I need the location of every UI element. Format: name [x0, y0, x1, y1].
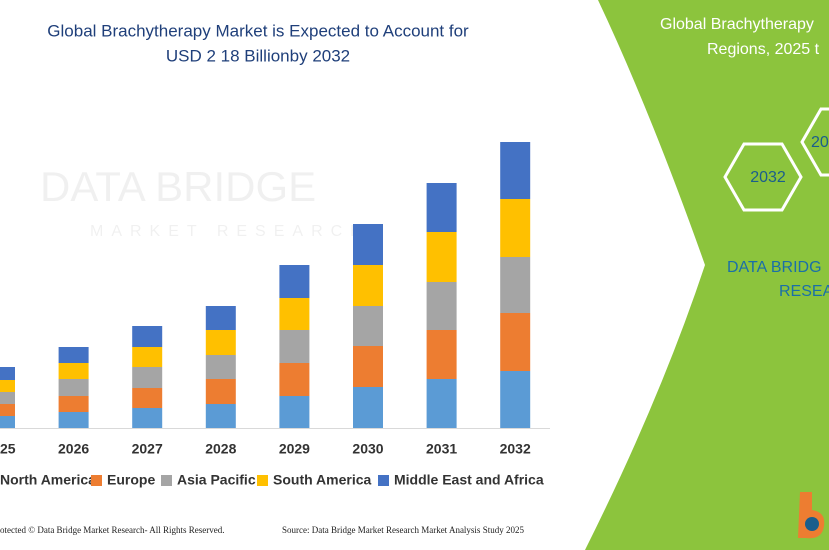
bar-segment	[279, 298, 310, 330]
legend-label: North America	[0, 472, 96, 488]
bar-segment	[205, 355, 236, 379]
hexagon-label: 20	[811, 134, 829, 151]
x-tick-label: 2029	[279, 441, 310, 457]
legend-label: Middle East and Africa	[394, 472, 544, 488]
chart-title: USD 2 18 Billionby 2032	[166, 46, 350, 65]
legend-label: Asia Pacific	[177, 472, 256, 488]
bar-segment	[426, 183, 457, 232]
bar-segment	[426, 379, 457, 428]
bar-segment	[205, 306, 236, 330]
source: Source: Data Bridge Market Research Mark…	[282, 525, 524, 535]
x-tick-label: 2030	[352, 441, 383, 457]
legend-swatch	[161, 475, 172, 486]
x-tick-label: 2028	[205, 441, 236, 457]
bar-segment	[353, 224, 383, 265]
bar-segment	[205, 330, 236, 355]
x-tick-label: 2032	[500, 441, 531, 457]
bar-segment	[500, 142, 531, 199]
bar-segment	[58, 379, 89, 396]
copyright: otected © Data Bridge Market Research- A…	[0, 525, 225, 535]
panel-heading: Regions, 2025 t	[707, 41, 820, 58]
bar-segment	[0, 392, 15, 404]
bar-segment	[353, 346, 383, 387]
bar-segment	[0, 404, 15, 416]
legend-label: South America	[273, 472, 371, 488]
side-panel	[585, 0, 829, 550]
bar-segment	[205, 379, 236, 404]
x-tick-label: 2031	[426, 441, 457, 457]
bar-segment	[500, 313, 531, 371]
bar-segment	[58, 347, 89, 363]
bar-segment	[353, 306, 383, 346]
hexagon-label: 2032	[750, 169, 786, 186]
x-tick-label: 2026	[58, 441, 89, 457]
brand-text: DATA BRIDG	[727, 259, 822, 276]
bar-segment	[132, 367, 163, 388]
x-tick-label: 2025	[0, 441, 16, 457]
bar-segment	[58, 363, 89, 379]
bar-segment	[279, 330, 310, 363]
bar-segment	[500, 199, 531, 257]
bar-segment	[205, 404, 236, 428]
bar-segment	[353, 265, 383, 306]
bar-segment	[132, 326, 163, 347]
bar-segment	[58, 396, 89, 412]
bar-segment	[279, 363, 310, 396]
logo	[798, 492, 825, 539]
watermark: MARKET RESEARCH	[90, 223, 370, 240]
bar-segment	[0, 367, 15, 380]
bar-segment	[500, 257, 531, 313]
bar-segment	[132, 408, 163, 428]
bar-segment	[426, 330, 457, 379]
legend-swatch	[257, 475, 268, 486]
panel-heading: Global Brachytherapy	[660, 16, 814, 33]
bar-segment	[132, 347, 163, 367]
hexagon	[800, 107, 829, 177]
legend-label: Europe	[107, 472, 155, 488]
chart-title: Global Brachytherapy Market is Expected …	[47, 21, 469, 40]
bar-segment	[500, 371, 531, 428]
legend-swatch	[91, 475, 102, 486]
bar-segment	[279, 396, 310, 428]
watermark: DATA BRIDGE	[40, 163, 316, 210]
brand-text: RESEA	[779, 283, 829, 300]
hexagon	[723, 142, 803, 212]
bar-segment	[58, 412, 89, 428]
bar-segment	[426, 282, 457, 330]
bar-segment	[0, 416, 15, 428]
x-tick-label: 2027	[132, 441, 163, 457]
bar-segment	[132, 388, 163, 408]
legend-swatch	[378, 475, 389, 486]
bar-segment	[0, 380, 15, 392]
bar-segment	[426, 232, 457, 282]
bar-segment	[353, 387, 383, 428]
bar-segment	[279, 265, 310, 298]
